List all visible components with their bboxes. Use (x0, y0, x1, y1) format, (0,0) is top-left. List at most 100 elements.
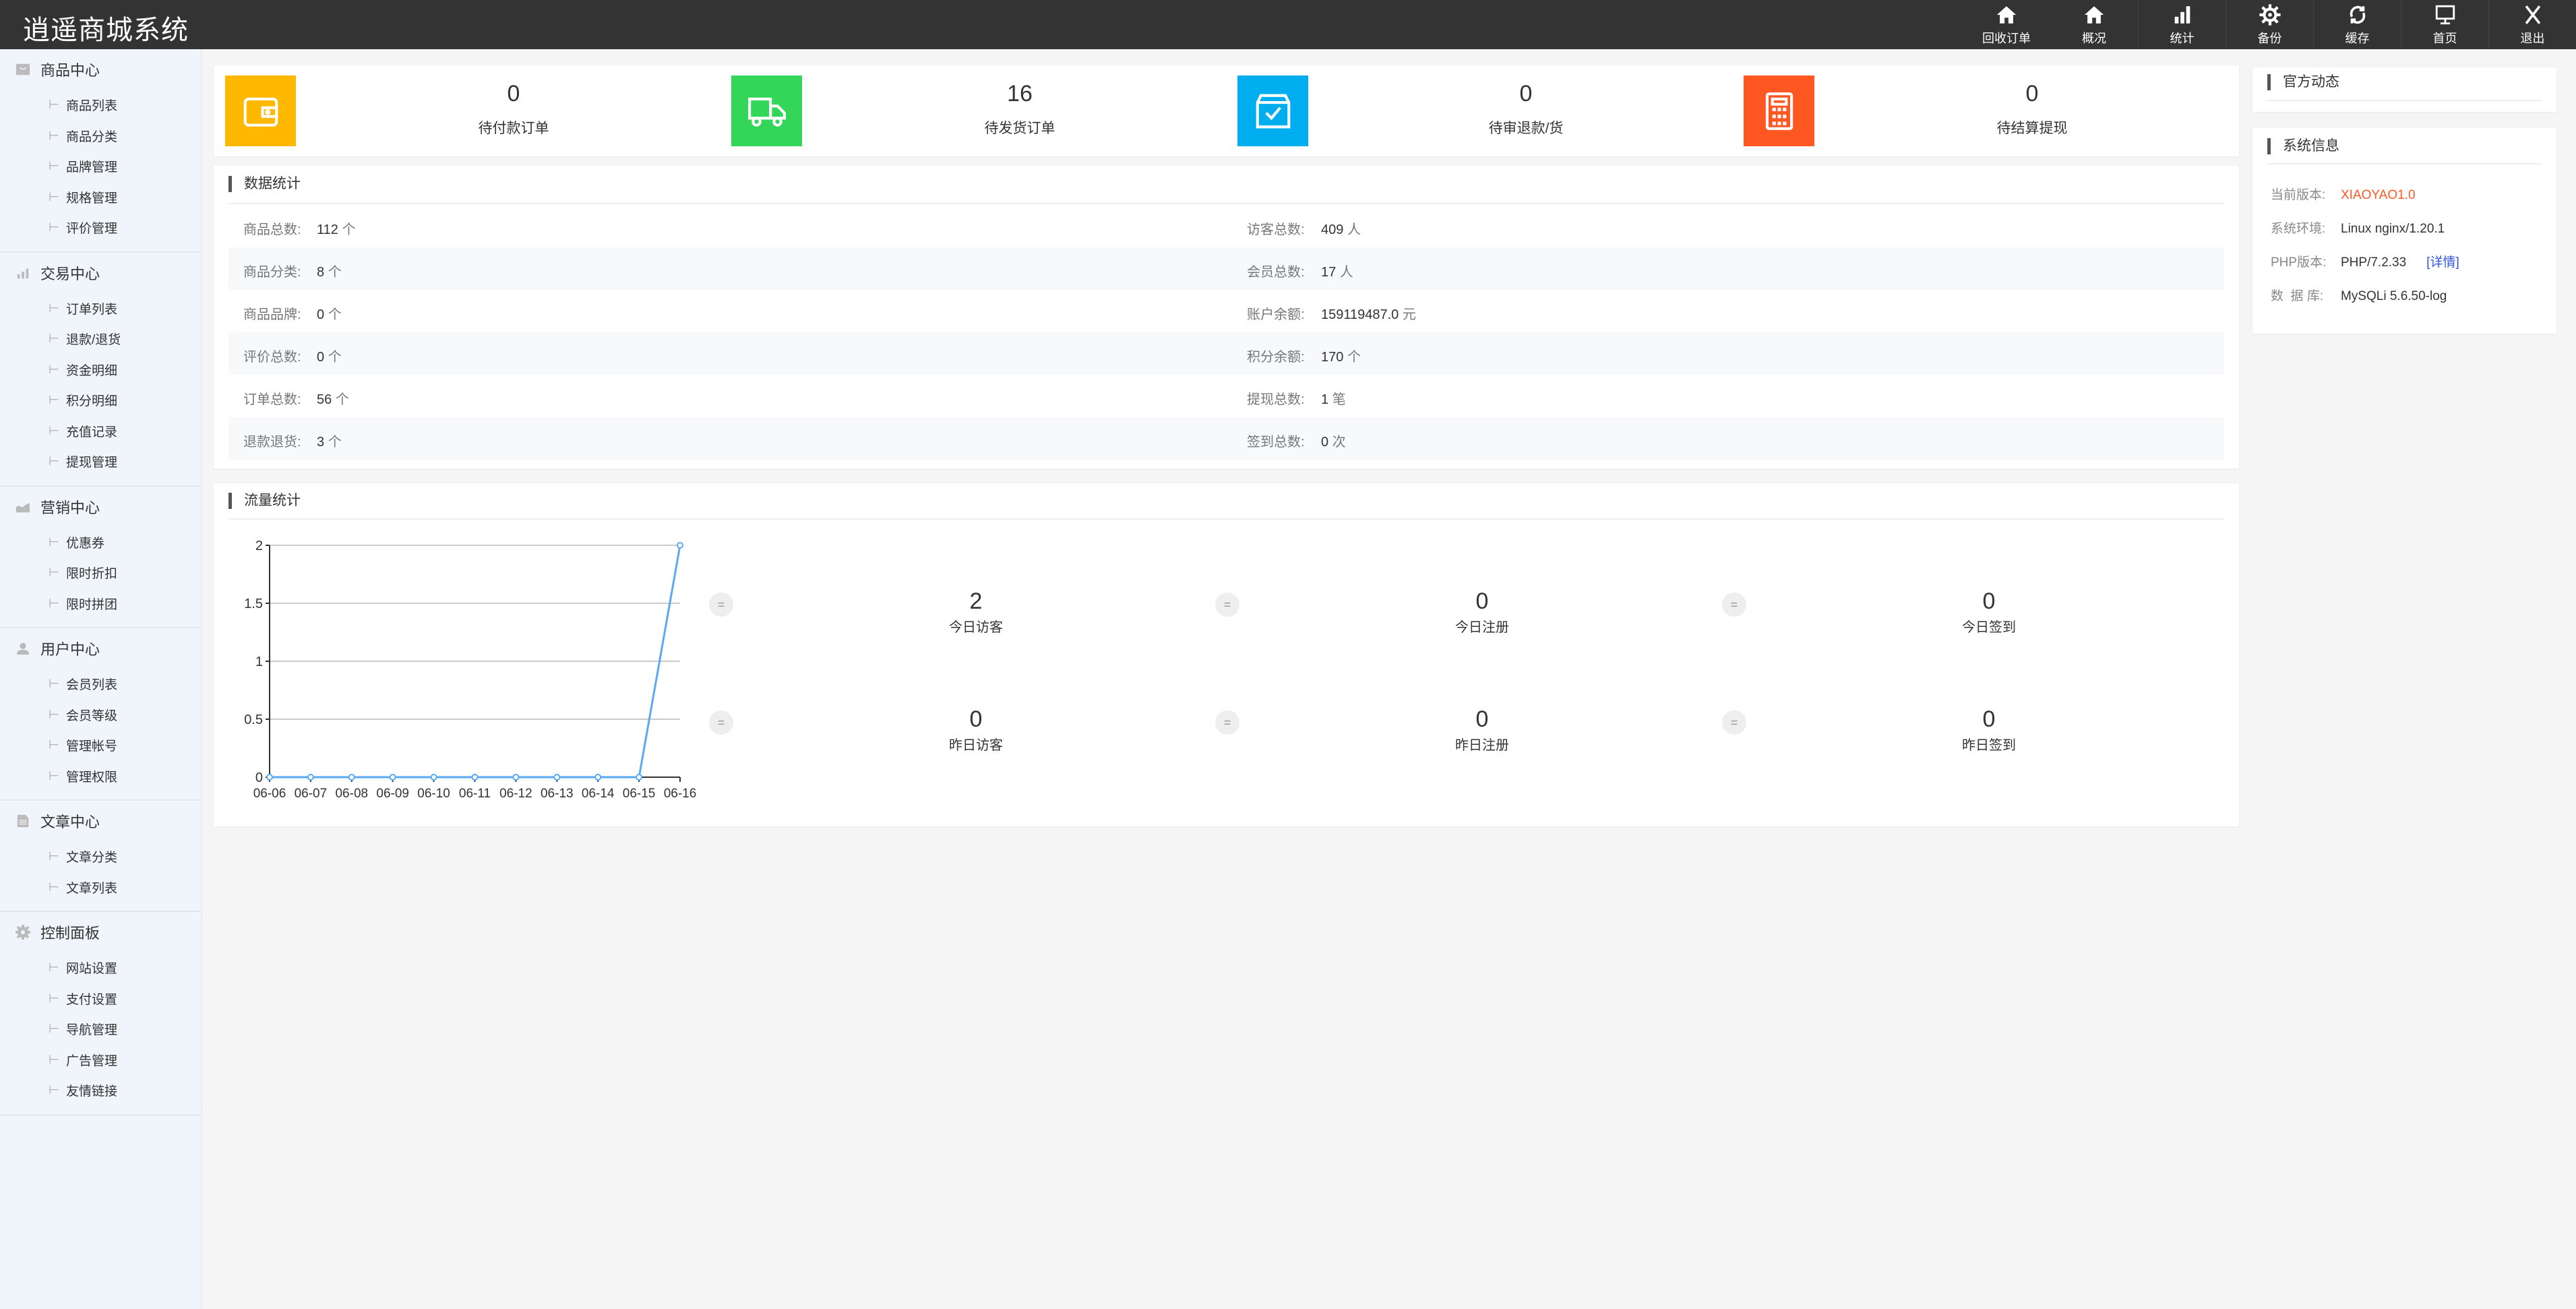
sidebar-group-header[interactable]: 商品中心 (0, 49, 201, 90)
tree-branch-icon: ⊢ (49, 880, 59, 894)
y-tick-label: 2 (255, 539, 263, 553)
sidebar-item[interactable]: ⊢ 评价管理 (0, 212, 201, 243)
sidebar-item[interactable]: ⊢ 会员等级 (0, 700, 201, 731)
y-tick-label: 1 (255, 654, 263, 669)
sidebar-item[interactable]: ⊢ 广告管理 (0, 1045, 201, 1076)
flow-value: 0 (969, 706, 983, 732)
top-nav: 回收订单 概况 统计 备份 缓存 首页 退出 (1963, 0, 2576, 49)
stat-label: 待结算提现 (1996, 121, 2068, 136)
sidebar-item[interactable]: ⊢ 文章分类 (0, 841, 201, 872)
sidebar-group: 控制面板 ⊢ 网站设置 ⊢ 支付设置 ⊢ 导航管理 ⊢ 广告管理 ⊢ 友情链接 (0, 912, 201, 1116)
sidebar-group-header[interactable]: 控制面板 (0, 912, 201, 952)
sidebar-item[interactable]: ⊢ 规格管理 (0, 182, 201, 213)
sidebar-item[interactable]: ⊢ 充值记录 (0, 416, 201, 447)
close-icon (2521, 3, 2544, 29)
sidebar-item-label: 退款/退货 (66, 333, 121, 348)
section-title: 官方动态 (2267, 74, 2339, 90)
sidebar-item-label: 品牌管理 (66, 160, 118, 175)
topnav-label: 缓存 (2345, 31, 2370, 45)
section-title: 流量统计 (228, 493, 301, 509)
tree-branch-icon: ⊢ (49, 961, 59, 975)
stat-label: 签到总数: (1247, 435, 1305, 450)
tree-branch-icon: ⊢ (49, 596, 59, 610)
sidebar-group-header[interactable]: 文章中心 (0, 801, 201, 841)
sidebar-item[interactable]: ⊢ 优惠券 (0, 527, 201, 558)
sidebar-item[interactable]: ⊢ 支付设置 (0, 983, 201, 1014)
sidebar-item-label: 规格管理 (66, 191, 118, 206)
data-point (636, 774, 643, 781)
stat-label: 访客总数: (1247, 222, 1305, 237)
topnav-button-1[interactable]: 概况 (2050, 0, 2138, 49)
stat-block[interactable]: 0 待审退款/货 (1237, 75, 1744, 146)
sidebar-group-header[interactable]: 营销中心 (0, 487, 201, 527)
topnav-button-4[interactable]: 缓存 (2313, 0, 2401, 49)
tree-branch-icon: ⊢ (49, 677, 59, 691)
sidebar-group-header[interactable]: 用户中心 (0, 628, 201, 669)
monitor-icon (2434, 3, 2457, 29)
stat-block[interactable]: 0 待付款订单 (225, 75, 731, 146)
x-tick-label: 06-15 (623, 787, 656, 801)
stat-label: 评价总数: (243, 350, 301, 365)
stat-block[interactable]: 0 待结算提现 (1744, 75, 2250, 146)
sidebar-group-title: 控制面板 (40, 925, 100, 942)
stat-value: 0 (507, 81, 520, 106)
sysinfo-value: MySQLi 5.6.50-log (2341, 289, 2447, 303)
flow-label: 昨日签到 (1962, 738, 2016, 753)
sidebar-item[interactable]: ⊢ 管理帐号 (0, 730, 201, 761)
topnav-button-0[interactable]: 回收订单 (1963, 0, 2050, 49)
flow-label: 昨日注册 (1455, 738, 1509, 753)
sidebar-item-label: 文章分类 (66, 851, 118, 865)
sidebar-item[interactable]: ⊢ 商品分类 (0, 121, 201, 152)
sidebar-item[interactable]: ⊢ 友情链接 (0, 1075, 201, 1106)
sidebar-item-label: 提现管理 (66, 456, 118, 470)
sidebar-item-label: 导航管理 (66, 1023, 118, 1038)
compare-icon: = (1722, 592, 1746, 617)
truck-icon (731, 75, 802, 146)
sidebar: 商品中心 ⊢ 商品列表 ⊢ 商品分类 ⊢ 品牌管理 ⊢ 规格管理 ⊢ 评价管理 交易中心 ⊢ 订单列表 ⊢ 退… (0, 49, 202, 1309)
sidebar-item[interactable]: ⊢ 文章列表 (0, 872, 201, 903)
sysinfo-label: 数 据 库: (2271, 289, 2324, 303)
sidebar-item[interactable]: ⊢ 资金明细 (0, 355, 201, 386)
topnav-button-2[interactable]: 统计 (2138, 0, 2226, 49)
topnav-button-5[interactable]: 首页 (2401, 0, 2488, 49)
stat-label: 会员总数: (1247, 265, 1305, 280)
tree-branch-icon: ⊢ (49, 332, 59, 346)
tree-branch-icon: ⊢ (49, 454, 59, 468)
sidebar-group-header[interactable]: 交易中心 (0, 253, 201, 293)
tree-branch-icon: ⊢ (49, 1052, 59, 1066)
stat-block[interactable]: 16 待发货订单 (731, 75, 1237, 146)
topnav-button-6[interactable]: 退出 (2488, 0, 2576, 49)
sidebar-item[interactable]: ⊢ 会员列表 (0, 669, 201, 700)
stat-value: 409 人 (1321, 222, 1361, 237)
sidebar-item[interactable]: ⊢ 订单列表 (0, 293, 201, 324)
details-link[interactable]: [详情] (2426, 255, 2459, 270)
sidebar-item[interactable]: ⊢ 品牌管理 (0, 151, 201, 182)
tree-branch-icon: ⊢ (49, 849, 59, 863)
topnav-button-3[interactable]: 备份 (2226, 0, 2313, 49)
x-tick-label: 06-11 (459, 787, 491, 801)
flow-value: 0 (1475, 706, 1489, 732)
x-tick-label: 06-13 (541, 787, 574, 801)
sidebar-item-label: 文章列表 (66, 881, 118, 896)
sidebar-item[interactable]: ⊢ 网站设置 (0, 952, 201, 983)
traffic-chart: 0 0.5 1 1.5 2 06-06 06-07 06-08 06-09 06-10 06-11 0… (244, 539, 696, 801)
sidebar-item[interactable]: ⊢ 退款/退货 (0, 324, 201, 355)
sidebar-item[interactable]: ⊢ 限时折扣 (0, 557, 201, 588)
tree-branch-icon: ⊢ (49, 301, 59, 315)
sidebar-item[interactable]: ⊢ 积分明细 (0, 385, 201, 416)
sysinfo-label: PHP版本: (2271, 255, 2327, 270)
compare-icon: = (709, 710, 733, 735)
sidebar-item-label: 订单列表 (66, 302, 118, 317)
stat-value: 56 个 (317, 392, 349, 407)
sidebar-item[interactable]: ⊢ 商品列表 (0, 90, 201, 121)
tree-branch-icon: ⊢ (49, 159, 59, 173)
sidebar-item[interactable]: ⊢ 导航管理 (0, 1014, 201, 1045)
flow-label: 今日注册 (1455, 620, 1509, 635)
sidebar-item[interactable]: ⊢ 管理权限 (0, 761, 201, 792)
sidebar-item[interactable]: ⊢ 提现管理 (0, 446, 201, 477)
sidebar-item[interactable]: ⊢ 限时拼团 (0, 588, 201, 619)
tree-branch-icon: ⊢ (49, 1022, 59, 1036)
stat-value: 1 笔 (1321, 392, 1346, 407)
sysinfo-value: Linux nginx/1.20.1 (2341, 222, 2445, 236)
sidebar-item-label: 商品列表 (66, 99, 118, 114)
